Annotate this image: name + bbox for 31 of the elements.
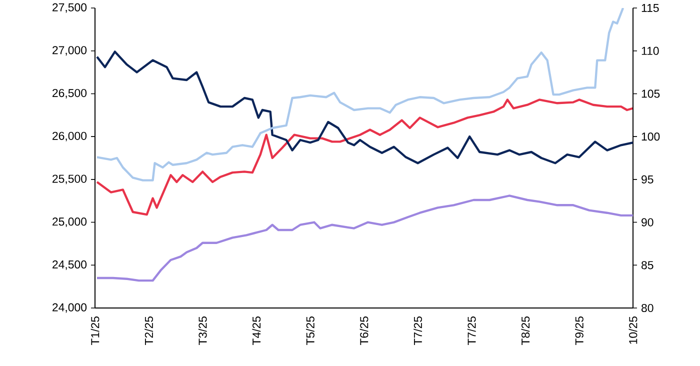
x-tick-label: T5/25 bbox=[306, 316, 314, 346]
x-tick-label: T4/25 bbox=[252, 316, 261, 346]
y-tick-label: 26,000 bbox=[52, 132, 87, 142]
x-tick-label: T9/25 bbox=[575, 316, 584, 346]
y-tick-label: 27,500 bbox=[52, 3, 87, 13]
x-tick-label: T8/25 bbox=[521, 316, 530, 346]
y2-tick-label: 85 bbox=[642, 261, 654, 270]
y2-tick-label: 80 bbox=[642, 304, 654, 312]
y2-tick-label: 115 bbox=[642, 4, 659, 12]
y2-tick-label: 95 bbox=[642, 175, 654, 184]
x-tick-label: 10/25 bbox=[628, 316, 638, 344]
y2-tick-label: 100 bbox=[642, 132, 660, 141]
x-tick-label: T7/25 bbox=[467, 316, 476, 346]
y-tick-label: 24,500 bbox=[52, 260, 87, 270]
line-series bbox=[96, 194, 634, 282]
y-tick-label: 25,000 bbox=[52, 218, 87, 228]
x-tick-label: T1/25 bbox=[90, 316, 100, 346]
line-series bbox=[96, 98, 634, 216]
line-series bbox=[96, 8, 624, 182]
x-tick-label: T6/25 bbox=[360, 316, 368, 346]
x-tick-label: T3/25 bbox=[198, 316, 207, 346]
x-tick-label: T7/25 bbox=[414, 316, 422, 346]
y2-tick-label: 110 bbox=[642, 46, 659, 55]
y2-tick-label: 105 bbox=[642, 90, 660, 98]
y-tick-label: 27,000 bbox=[52, 46, 87, 56]
y-tick-label: 25,500 bbox=[52, 174, 87, 184]
x-tick-label: T2/25 bbox=[144, 316, 154, 346]
y-tick-label: 24,000 bbox=[52, 303, 87, 313]
y-tick-label: 26,500 bbox=[52, 88, 87, 98]
line-series bbox=[96, 50, 634, 164]
y2-tick-label: 90 bbox=[642, 218, 654, 226]
